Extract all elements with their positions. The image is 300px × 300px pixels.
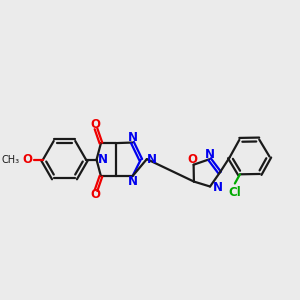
Text: O: O bbox=[90, 188, 100, 201]
Text: N: N bbox=[147, 153, 157, 166]
Text: N: N bbox=[128, 175, 138, 188]
Text: Cl: Cl bbox=[229, 186, 241, 199]
Text: N: N bbox=[205, 148, 214, 161]
Text: O: O bbox=[90, 118, 100, 131]
Text: CH₃: CH₃ bbox=[2, 155, 20, 165]
Text: N: N bbox=[128, 131, 138, 144]
Text: N: N bbox=[98, 153, 108, 166]
Text: O: O bbox=[188, 154, 197, 166]
Text: N: N bbox=[213, 182, 224, 194]
Text: O: O bbox=[22, 153, 32, 166]
